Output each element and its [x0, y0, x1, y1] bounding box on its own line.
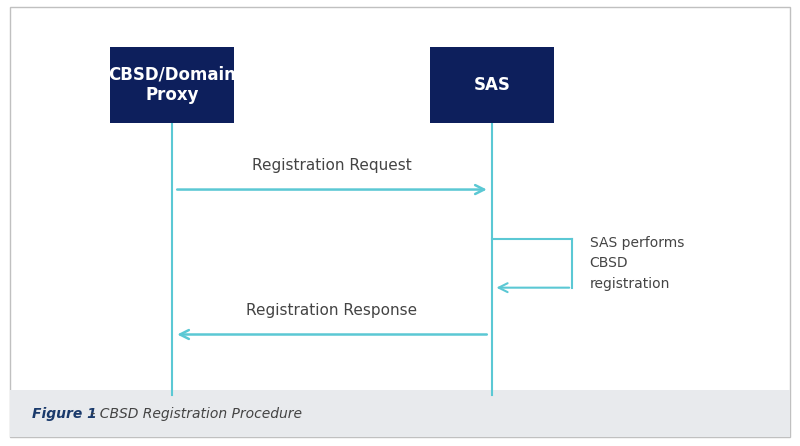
Bar — [110, 47, 234, 123]
Bar — [10, 390, 790, 437]
Text: Figure 1: Figure 1 — [32, 407, 97, 421]
Text: CBSD/Domain
Proxy: CBSD/Domain Proxy — [108, 66, 236, 104]
Text: Registration Request: Registration Request — [252, 157, 412, 173]
Bar — [430, 47, 554, 123]
Text: SAS: SAS — [474, 76, 510, 94]
Text: Registration Response: Registration Response — [246, 302, 418, 318]
Text: - CBSD Registration Procedure: - CBSD Registration Procedure — [86, 407, 302, 421]
Text: SAS performs
CBSD
registration: SAS performs CBSD registration — [590, 235, 684, 291]
